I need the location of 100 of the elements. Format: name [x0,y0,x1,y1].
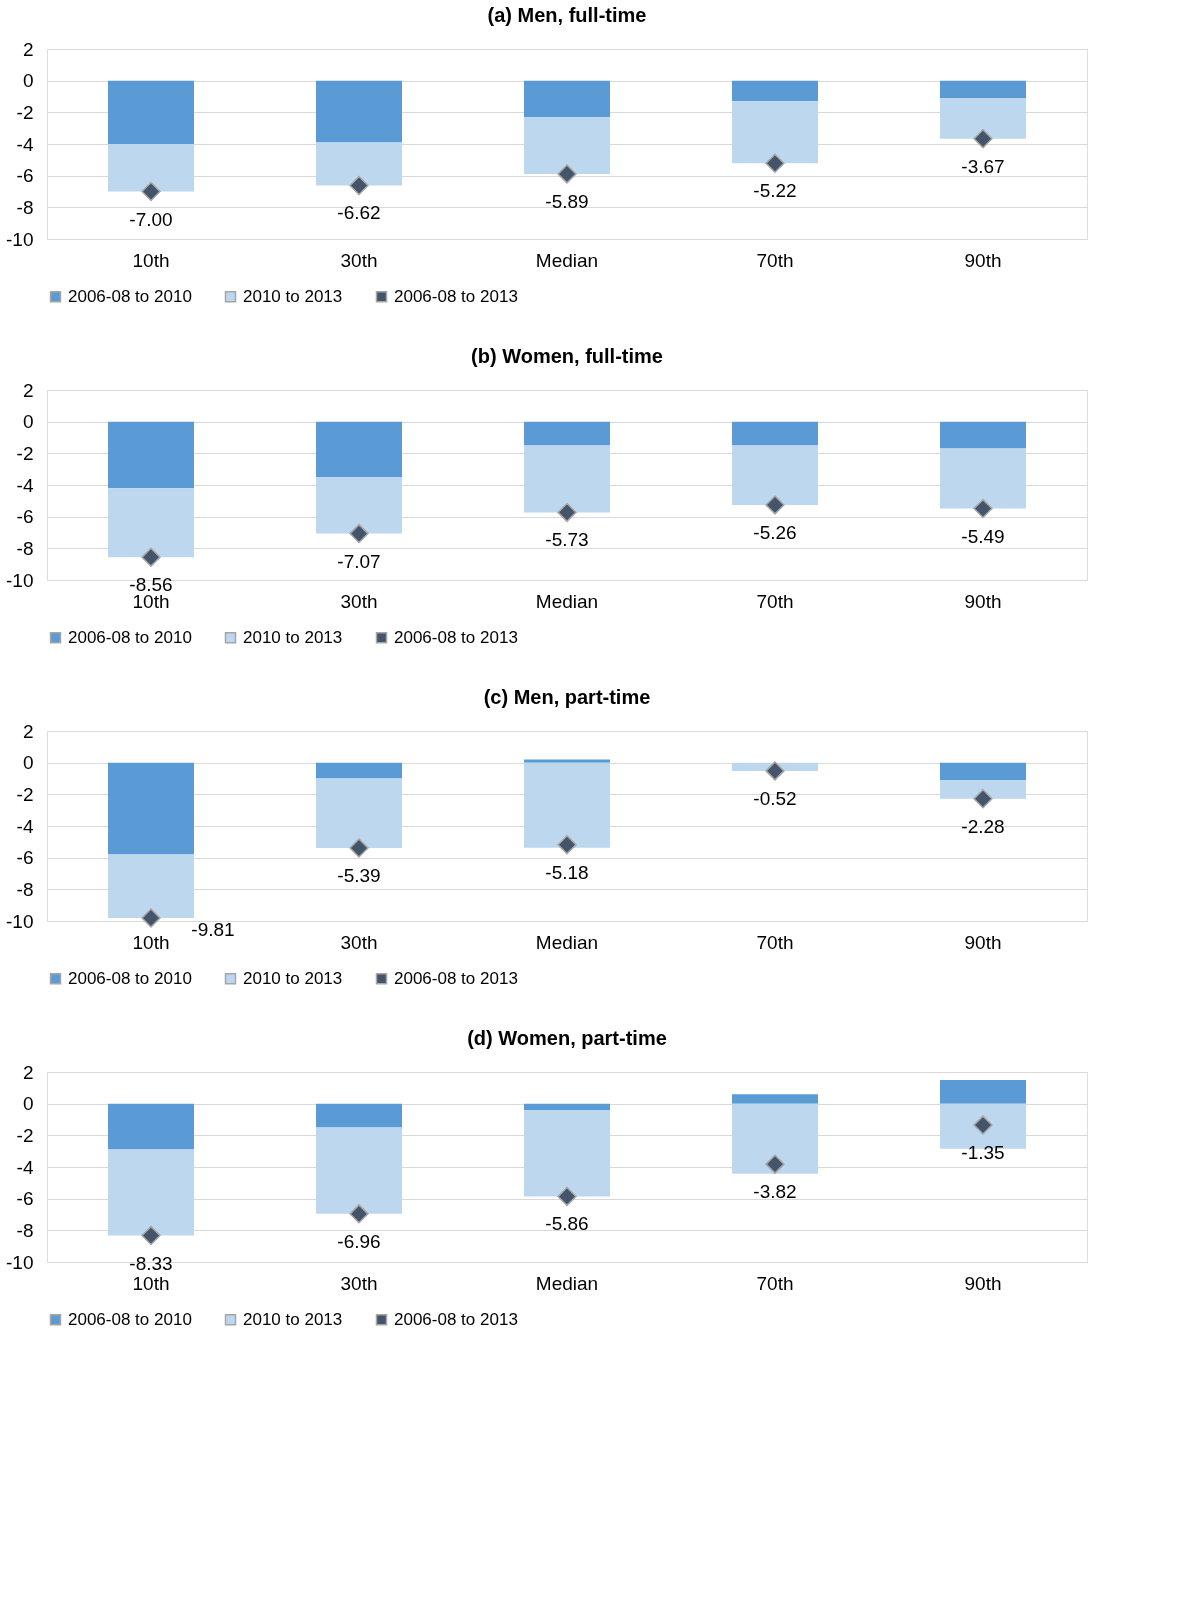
bar [316,1127,402,1214]
legend-label: 2006-08 to 2013 [394,627,518,647]
data-label: -5.86 [545,1213,589,1235]
data-label: -5.73 [545,529,589,551]
bar [524,117,610,174]
point [557,164,577,184]
bar [732,1094,818,1104]
bar [316,1103,402,1128]
point [973,789,993,809]
x-tick-label: 30th [340,1272,378,1294]
data-label: -7.07 [337,550,381,572]
y-tick-label: 2 [22,1061,34,1083]
y-tick-label: -6 [16,1188,34,1210]
legend-label: 2006-08 to 2010 [68,286,192,306]
legend-label: 2010 to 2013 [243,286,343,306]
bar [940,762,1026,781]
x-tick-label: 70th [756,249,794,271]
x-tick-label: 30th [340,249,378,271]
point [765,153,785,174]
x-tick-label: 90th [964,1272,1002,1294]
point [973,498,993,519]
y-tick-label: 2 [22,720,34,742]
bar [316,142,402,186]
y-tick-label: 0 [22,752,34,774]
bar [316,477,402,534]
bar [940,780,1026,799]
y-tick-label: -8 [16,1219,34,1241]
y-tick-label: -4 [16,815,34,837]
data-label: -3.67 [961,155,1005,177]
x-tick-label: Median [535,590,599,612]
bar [524,759,610,763]
bar [108,854,194,918]
bar [316,421,402,478]
y-tick-label: -8 [16,537,34,559]
bar [940,421,1026,449]
bar [108,144,194,192]
x-tick-label: 10th [132,1272,170,1294]
point [141,547,161,567]
point [765,495,785,515]
legend-label: 2010 to 2013 [243,1309,343,1329]
data-label: -0.52 [753,787,797,809]
bar [524,762,610,848]
data-label: -5.18 [545,861,589,883]
x-tick-label: 30th [340,590,378,612]
bar [524,445,610,513]
y-tick-label: -4 [16,474,34,496]
legend-label: 2010 to 2013 [243,968,343,988]
data-label: -7.00 [129,208,173,230]
data-label: -5.89 [545,190,589,212]
chart-title: (d) Women, part-time [467,1027,667,1049]
y-tick-label: -2 [16,442,34,464]
bar [316,762,402,779]
bar [108,1149,194,1236]
data-label: -5.22 [753,180,797,202]
bar [732,1103,818,1174]
y-tick-label: -2 [16,101,34,123]
y-tick-label: -6 [16,506,34,528]
bar [316,778,402,849]
point [557,834,577,855]
point [141,181,161,202]
legend-label: 2006-08 to 2013 [394,1309,518,1329]
x-tick-label: 90th [964,249,1002,271]
point [141,908,161,928]
point [349,1204,369,1224]
bar [108,1103,194,1150]
x-tick-label: 90th [964,931,1002,953]
x-tick-label: 30th [340,931,378,953]
data-label: -6.96 [337,1230,381,1252]
data-label: -5.39 [337,865,381,887]
y-tick-label: 0 [22,1093,34,1115]
x-tick-label: 70th [756,1272,794,1294]
data-label: -8.33 [129,1252,173,1274]
bar [524,1103,610,1110]
y-tick-label: -8 [16,878,34,900]
point [557,1186,577,1207]
legend-label: 2006-08 to 2013 [394,286,518,306]
point [349,838,369,858]
bar [524,421,610,446]
y-tick-label: 0 [22,411,34,433]
x-tick-label: 90th [964,590,1002,612]
legend-label: 2006-08 to 2010 [68,968,192,988]
y-tick-label: -2 [16,783,34,805]
data-label: -3.82 [753,1181,797,1203]
y-tick-label: 2 [22,379,34,401]
x-tick-label: 10th [132,931,170,953]
legend-label: 2006-08 to 2010 [68,627,192,647]
y-tick-label: -6 [16,847,34,869]
bar [108,80,194,144]
chart-title: (b) Women, full-time [471,345,663,367]
point [141,1225,161,1246]
point [557,502,577,523]
legend-label: 2006-08 to 2013 [394,968,518,988]
x-tick-label: Median [535,1272,599,1294]
bar [316,80,402,143]
bar [108,421,194,489]
point [765,761,785,781]
x-tick-label: 70th [756,931,794,953]
legend-label: 2006-08 to 2010 [68,1309,192,1329]
point [349,175,369,196]
bar [524,1110,610,1197]
